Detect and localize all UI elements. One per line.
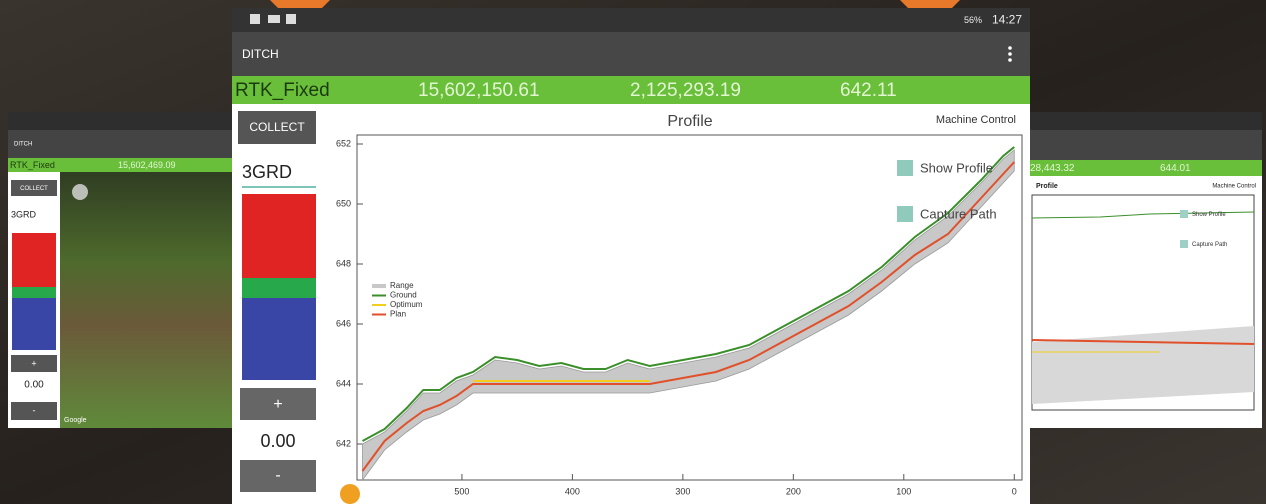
left-offset: 0.00 bbox=[24, 380, 44, 391]
chart-title: Profile bbox=[667, 113, 712, 130]
right-toolbar bbox=[1025, 130, 1262, 160]
right-checkbox[interactable] bbox=[1180, 210, 1188, 218]
collect-button[interactable] bbox=[238, 111, 316, 144]
left-gnss-bar bbox=[8, 158, 232, 172]
x-tick-label: 500 bbox=[454, 486, 469, 496]
left-cut bbox=[12, 233, 56, 287]
left-collect[interactable] bbox=[11, 180, 57, 196]
y-tick-label: 650 bbox=[336, 198, 351, 208]
right-checkbox[interactable] bbox=[1180, 240, 1188, 248]
decor bbox=[340, 484, 360, 504]
grade-zone bbox=[242, 278, 316, 298]
plus-label: + bbox=[273, 396, 282, 413]
left-fill bbox=[12, 298, 56, 350]
elevation: 642.11 bbox=[840, 80, 897, 101]
left-minus-label: - bbox=[33, 405, 36, 415]
menu[interactable] bbox=[1008, 46, 1012, 62]
checkbox-label: Capture Path bbox=[920, 206, 997, 221]
legend-label: Ground bbox=[390, 291, 417, 300]
plot-frame bbox=[356, 134, 1023, 481]
checkbox[interactable] bbox=[897, 160, 913, 176]
plus-button[interactable] bbox=[240, 388, 316, 420]
right-plan bbox=[1031, 339, 1255, 345]
offset: 0.00 bbox=[260, 431, 295, 451]
collect-label: COLLECT bbox=[249, 120, 305, 134]
x-tick-label: 200 bbox=[786, 486, 801, 496]
checkbox-label: Show Profile bbox=[920, 160, 993, 175]
x-tick-label: 0 bbox=[1012, 486, 1017, 496]
right-checkbox-label: Show Profile bbox=[1192, 212, 1226, 218]
right-gnss-bar bbox=[1025, 160, 1262, 176]
legend-label: Optimum bbox=[390, 300, 423, 309]
series-line bbox=[362, 146, 1015, 442]
right-range bbox=[1032, 326, 1254, 404]
legend-label: Plan bbox=[390, 310, 406, 319]
right-easting: 28,443.32 bbox=[1030, 163, 1075, 174]
checkbox[interactable] bbox=[897, 206, 913, 222]
left-plus[interactable] bbox=[11, 355, 57, 372]
left-northing: 15,602,469.09 bbox=[118, 160, 176, 170]
gnss-bar bbox=[232, 76, 1030, 104]
status-icon bbox=[250, 14, 260, 24]
right-elevation: 644.01 bbox=[1160, 163, 1191, 174]
y-tick-label: 646 bbox=[336, 318, 351, 328]
right-phone: 28,443.32 644.01 Profile Machine Control… bbox=[1025, 112, 1262, 428]
x-tick-label: 400 bbox=[565, 486, 580, 496]
right-mode: Machine Control bbox=[1212, 184, 1256, 190]
right-status bbox=[1025, 112, 1262, 130]
cut-zone bbox=[242, 194, 316, 278]
x-tick-label: 100 bbox=[896, 486, 911, 496]
y-tick-label: 648 bbox=[336, 258, 351, 268]
range-band bbox=[362, 149, 1015, 482]
mode: Machine Control bbox=[936, 114, 1016, 126]
y-tick-label: 642 bbox=[336, 438, 351, 448]
main-toolbar bbox=[232, 32, 1030, 76]
main-status bbox=[232, 8, 1030, 32]
series-line bbox=[361, 161, 1016, 472]
legend-swatch bbox=[372, 284, 386, 288]
left-surface: 3GRD bbox=[11, 209, 37, 219]
status-icon bbox=[286, 14, 296, 24]
y-tick-label: 644 bbox=[336, 378, 351, 388]
y-tick-label: 652 bbox=[336, 138, 351, 148]
x-tick-label: 300 bbox=[675, 486, 690, 496]
fill-zone bbox=[242, 298, 316, 380]
status-icon bbox=[268, 15, 280, 23]
northing: 15,602,150.61 bbox=[418, 80, 540, 101]
left-toolbar bbox=[8, 130, 232, 158]
map bbox=[60, 172, 232, 428]
battery: 56% bbox=[964, 15, 982, 25]
left-minus[interactable] bbox=[11, 402, 57, 420]
right-ground bbox=[1031, 211, 1255, 219]
legend-label: Range bbox=[390, 281, 414, 290]
left-status bbox=[8, 112, 232, 130]
left-app-title: DITCH bbox=[14, 142, 32, 148]
surface: 3GRD bbox=[242, 162, 292, 182]
minus-label: - bbox=[275, 467, 280, 484]
right-checkbox-label: Capture Path bbox=[1192, 242, 1227, 248]
left-grade bbox=[12, 287, 56, 298]
map-button[interactable] bbox=[72, 184, 88, 200]
right-title: Profile bbox=[1036, 183, 1058, 190]
clock: 14:27 bbox=[992, 13, 1022, 27]
left-phone: DITCH RTK_Fixed 15,602,469.09 Google COL… bbox=[8, 112, 232, 428]
main-phone: 56% 14:27 DITCH RTK_Fixed 15,602,150.61 … bbox=[232, 8, 1030, 504]
app-title: DITCH bbox=[242, 47, 279, 61]
plot: 642 644 646 648 650 652 500 400 300 200 100 0 RangeG… bbox=[336, 138, 1017, 496]
map-credit: Google bbox=[64, 417, 87, 424]
right-plot bbox=[1031, 194, 1255, 411]
left-plus-label: + bbox=[31, 358, 36, 368]
minus-button[interactable] bbox=[240, 460, 316, 492]
gnss-status: RTK_Fixed bbox=[235, 80, 330, 101]
left-collect-label: COLLECT bbox=[20, 186, 48, 192]
easting: 2,125,293.19 bbox=[630, 80, 741, 101]
left-gnss-status: RTK_Fixed bbox=[10, 160, 55, 170]
